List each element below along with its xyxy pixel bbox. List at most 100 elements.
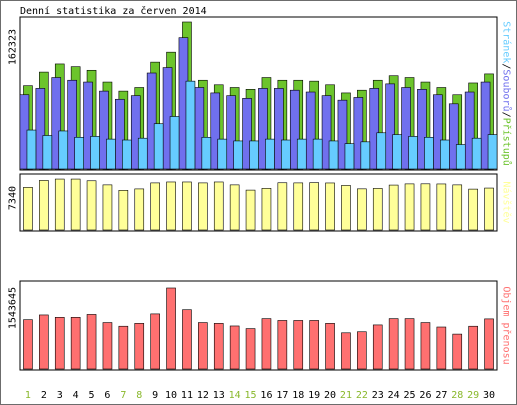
day-label-26: 26 xyxy=(419,390,431,401)
bar-soubory-day-22 xyxy=(353,97,364,170)
bar-visits-day-16 xyxy=(261,188,272,231)
bar-visits-day-25 xyxy=(404,183,415,231)
bar-volume-day-21 xyxy=(341,332,351,370)
bar-stranky-day-27 xyxy=(440,139,450,170)
bar-volume-day-3 xyxy=(54,317,65,370)
bar-visits-day-9 xyxy=(150,182,160,231)
bar-volume-day-2 xyxy=(39,314,49,370)
bar-volume-day-19 xyxy=(309,320,319,370)
bar-visits-day-1 xyxy=(23,187,33,231)
bar-stranky-day-17 xyxy=(281,139,291,170)
bar-visits-day-8 xyxy=(134,188,145,231)
bar-visits-day-13 xyxy=(213,181,224,231)
bar-soubory-day-8 xyxy=(130,95,141,170)
panel-hits-max-label: 162323 xyxy=(8,29,19,65)
bar-soubory-day-24 xyxy=(385,83,395,170)
day-label-27: 27 xyxy=(435,390,447,401)
bar-soubory-day-27 xyxy=(433,94,443,170)
panel-volume-series-label: Objem přenosu xyxy=(501,286,513,364)
bar-volume-day-5 xyxy=(86,314,97,370)
bar-stranky-day-7 xyxy=(122,139,132,170)
bar-volume-day-26 xyxy=(420,322,431,370)
bar-soubory-day-29 xyxy=(464,91,475,170)
bar-soubory-day-2 xyxy=(35,88,46,170)
day-label-2: 2 xyxy=(41,390,47,401)
bar-stranky-day-6 xyxy=(106,138,116,170)
day-label-11: 11 xyxy=(181,390,193,401)
bar-volume-day-15 xyxy=(245,328,256,370)
bar-volume-day-16 xyxy=(261,318,272,370)
day-label-3: 3 xyxy=(57,390,63,401)
bar-visits-day-26 xyxy=(420,183,431,231)
bar-soubory-day-25 xyxy=(401,87,411,170)
day-label-13: 13 xyxy=(213,390,225,401)
bar-stranky-day-16 xyxy=(265,138,275,170)
day-label-8: 8 xyxy=(136,390,142,401)
panel-visits-max-label: 7340 xyxy=(8,186,19,210)
panel-visits-frame xyxy=(19,173,498,232)
bar-visits-day-4 xyxy=(70,178,81,231)
bar-volume-day-20 xyxy=(325,323,335,370)
day-label-24: 24 xyxy=(388,390,400,401)
bar-visits-day-28 xyxy=(452,184,463,231)
day-label-6: 6 xyxy=(104,390,110,401)
bar-volume-day-7 xyxy=(118,325,129,370)
day-label-21: 21 xyxy=(340,390,352,401)
bar-stranky-day-3 xyxy=(58,130,69,170)
bar-visits-day-15 xyxy=(245,189,256,231)
bar-stranky-day-9 xyxy=(153,123,164,170)
day-label-12: 12 xyxy=(197,390,209,401)
panel-volume: 1543645 Objem přenosu xyxy=(8,280,513,371)
bar-stranky-day-28 xyxy=(455,144,466,170)
bar-soubory-day-28 xyxy=(448,103,459,170)
bar-stranky-day-25 xyxy=(408,136,418,170)
bar-visits-day-27 xyxy=(436,183,447,231)
panel-hits: 162323 Stránek/Souborů/Přístupů xyxy=(8,16,513,171)
bar-volume-day-9 xyxy=(150,313,160,370)
day-label-15: 15 xyxy=(245,390,257,401)
day-label-29: 29 xyxy=(467,390,479,401)
bar-volume-day-13 xyxy=(213,323,224,370)
chart-title: Denní statistika za červen 2014 xyxy=(20,5,207,17)
day-label-4: 4 xyxy=(73,390,79,401)
bar-stranky-day-8 xyxy=(137,137,148,170)
day-label-14: 14 xyxy=(229,390,241,401)
day-label-1: 1 xyxy=(25,390,31,401)
bar-soubory-day-14 xyxy=(226,95,236,170)
bar-stranky-day-24 xyxy=(392,134,402,170)
bar-visits-day-29 xyxy=(468,188,478,231)
bar-soubory-day-3 xyxy=(51,77,62,170)
bar-stranky-day-30 xyxy=(487,134,498,170)
bar-stranky-day-2 xyxy=(42,135,53,170)
panel-volume-frame xyxy=(19,280,498,371)
day-label-18: 18 xyxy=(292,390,304,401)
bar-volume-day-12 xyxy=(198,322,208,370)
day-label-17: 17 xyxy=(276,390,288,401)
bar-volume-day-14 xyxy=(229,325,240,370)
bar-volume-day-30 xyxy=(484,318,494,370)
bar-visits-day-10 xyxy=(166,181,176,231)
bar-soubory-day-18 xyxy=(289,89,300,170)
bar-visits-day-18 xyxy=(293,182,304,231)
bar-stranky-day-18 xyxy=(296,138,307,170)
bar-volume-day-1 xyxy=(23,319,33,370)
day-label-16: 16 xyxy=(260,390,272,401)
bar-volume-day-22 xyxy=(357,331,367,370)
bar-stranky-day-15 xyxy=(249,140,259,170)
bar-volume-day-10 xyxy=(166,287,176,370)
bar-soubory-day-15 xyxy=(242,98,252,170)
bar-stranky-day-26 xyxy=(424,137,434,170)
bar-stranky-day-21 xyxy=(344,143,355,170)
bar-visits-day-11 xyxy=(182,181,192,231)
bar-visits-day-2 xyxy=(39,180,49,231)
bar-stranky-day-4 xyxy=(74,137,84,170)
bar-visits-day-12 xyxy=(198,182,208,231)
day-label-5: 5 xyxy=(89,390,95,401)
bar-visits-day-21 xyxy=(341,185,351,231)
bar-soubory-day-26 xyxy=(417,89,427,170)
bar-stranky-day-29 xyxy=(471,137,482,170)
bar-soubory-day-6 xyxy=(99,90,109,170)
bar-visits-day-30 xyxy=(484,187,494,231)
bar-soubory-day-17 xyxy=(274,88,284,170)
day-label-23: 23 xyxy=(372,390,384,401)
